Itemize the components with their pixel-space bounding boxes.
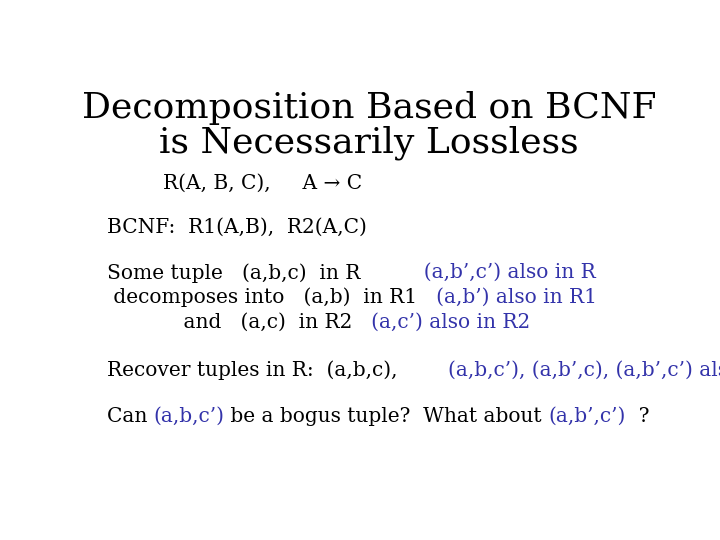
- Text: (a,b,c’): (a,b,c’): [153, 407, 225, 426]
- Text: be a bogus tuple?  What about: be a bogus tuple? What about: [225, 407, 549, 426]
- Text: (a,c’) also in R2: (a,c’) also in R2: [352, 313, 531, 332]
- Text: Can: Can: [107, 407, 153, 426]
- Text: Some tuple   (a,b,c)  in R: Some tuple (a,b,c) in R: [107, 263, 360, 282]
- Text: (a,b’,c’) also in R: (a,b’,c’) also in R: [360, 263, 596, 282]
- Text: Decomposition Based on BCNF: Decomposition Based on BCNF: [82, 91, 656, 125]
- Text: and   (a,c)  in R2: and (a,c) in R2: [107, 313, 352, 332]
- Text: decomposes into   (a,b)  in R1: decomposes into (a,b) in R1: [107, 288, 417, 307]
- Text: (a,b’) also in R1: (a,b’) also in R1: [417, 288, 597, 307]
- Text: is Necessarily Lossless: is Necessarily Lossless: [159, 126, 579, 160]
- Text: R(A, B, C),     A → C: R(A, B, C), A → C: [163, 174, 361, 193]
- Text: (a,b’,c’): (a,b’,c’): [549, 407, 626, 426]
- Text: BCNF:  R1(A,B),  R2(A,C): BCNF: R1(A,B), R2(A,C): [107, 218, 366, 237]
- Text: Recover tuples in R:  (a,b,c),: Recover tuples in R: (a,b,c),: [107, 361, 397, 380]
- Text: ?: ?: [626, 407, 649, 426]
- Text: (a,b,c’), (a,b’,c), (a,b’,c’) also in R ?: (a,b,c’), (a,b’,c), (a,b’,c’) also in R …: [397, 361, 720, 380]
